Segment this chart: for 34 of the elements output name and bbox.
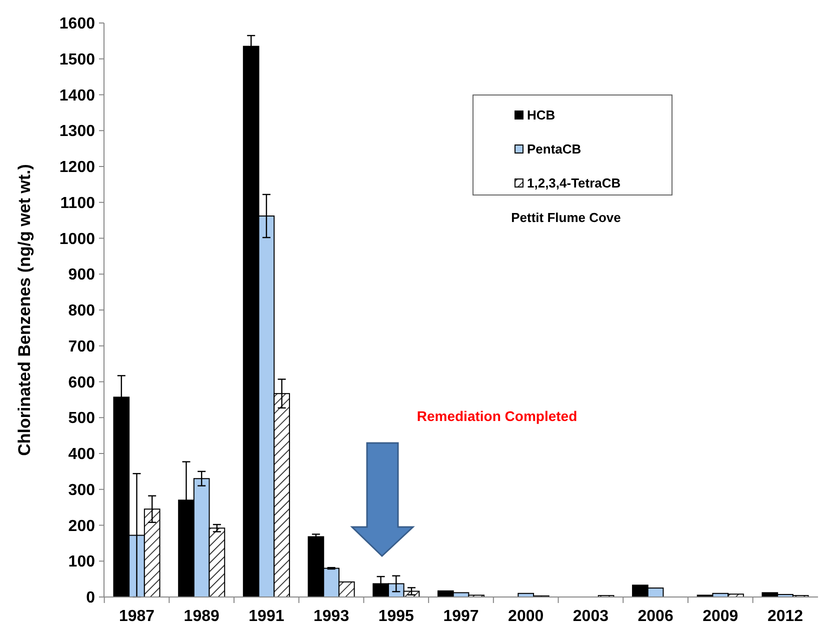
y-tick-label: 1400 bbox=[59, 87, 96, 104]
x-tick-label: 2006 bbox=[638, 608, 674, 625]
y-tick-label: 700 bbox=[68, 338, 96, 356]
x-tick-label: 1987 bbox=[118, 608, 155, 625]
x-tick-label: 2012 bbox=[767, 608, 804, 625]
y-tick-label: 1300 bbox=[59, 123, 96, 140]
y-tick-label: 600 bbox=[68, 374, 96, 392]
legend-label: 1,2,3,4-TetraCB bbox=[527, 176, 621, 191]
legend-label: PentaCB bbox=[527, 142, 582, 157]
x-tick-label: 1989 bbox=[184, 608, 220, 625]
x-tick-label: 2009 bbox=[702, 608, 738, 625]
y-tick-label: 1100 bbox=[60, 194, 96, 212]
y-tick-label: 1200 bbox=[59, 159, 96, 176]
annotation: Remediation Completed bbox=[416, 408, 578, 424]
y-tick-label: 1500 bbox=[59, 51, 96, 68]
x-tick-label: 2003 bbox=[572, 608, 609, 625]
y-tick-label: 500 bbox=[68, 410, 96, 428]
x-tick-label: 1991 bbox=[248, 608, 284, 625]
y-tick-label: 1000 bbox=[59, 230, 96, 248]
y-tick-label: 300 bbox=[68, 482, 96, 499]
x-tick-label: 1993 bbox=[314, 608, 350, 625]
x-tick-label: 1995 bbox=[378, 608, 414, 625]
y-tick-label: 200 bbox=[68, 518, 96, 535]
legend-label: HCB bbox=[527, 108, 556, 123]
y-tick-label: 400 bbox=[68, 446, 96, 464]
y-tick-label: 0 bbox=[86, 590, 96, 607]
x-tick-label: 2000 bbox=[508, 608, 544, 625]
y-tick-label: 100 bbox=[68, 554, 96, 571]
y-tick-label: 800 bbox=[68, 302, 96, 320]
x-tick-label: 1997 bbox=[443, 608, 479, 625]
y-axis-title: Chlorinated Benzenes (ng/g wet wt.) bbox=[15, 164, 34, 456]
y-tick-label: 900 bbox=[68, 266, 96, 284]
y-tick-label: 1600 bbox=[59, 16, 96, 33]
annotation: Pettit Flume Cove bbox=[511, 210, 621, 225]
